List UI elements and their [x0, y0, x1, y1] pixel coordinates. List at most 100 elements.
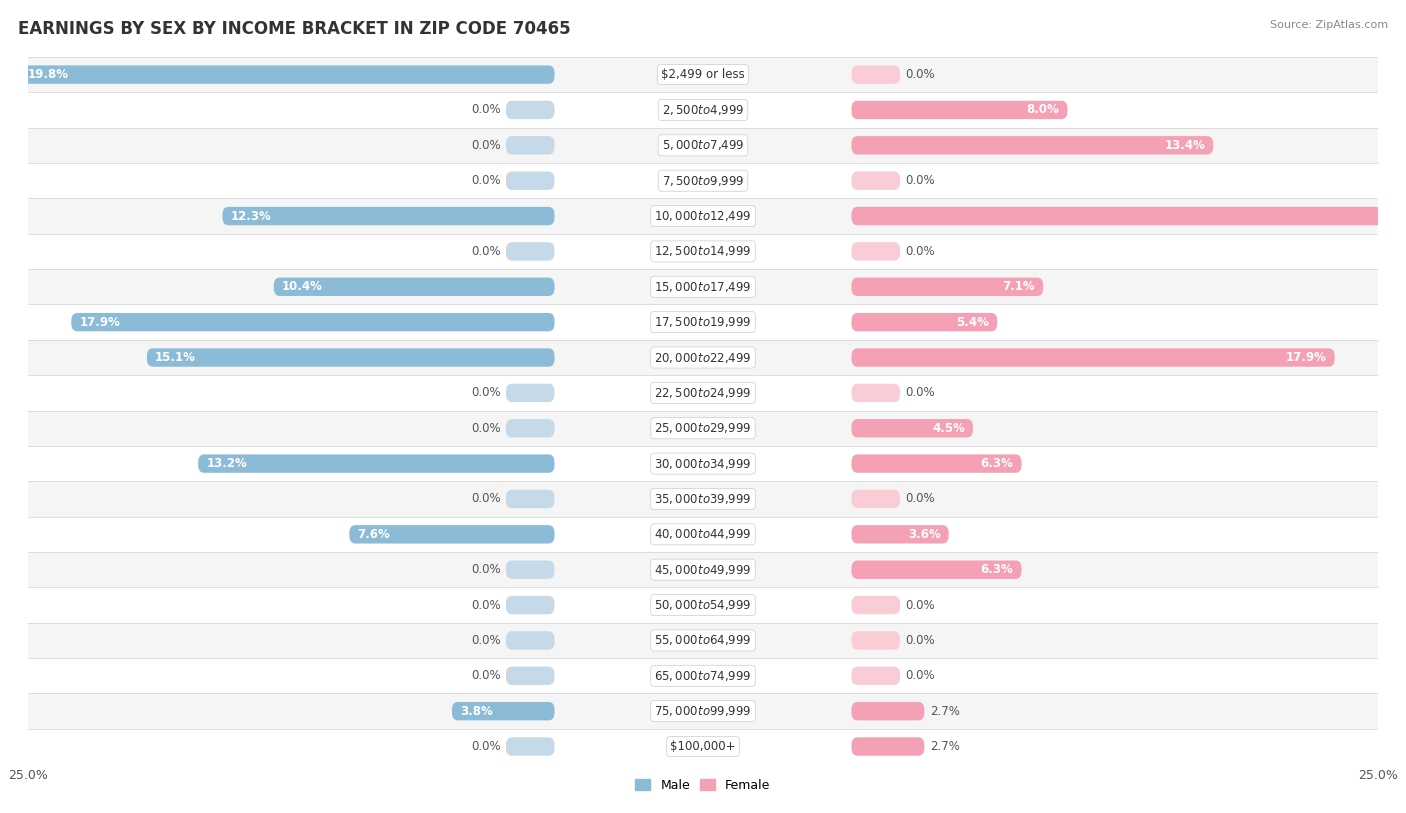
Text: 8.0%: 8.0% [1026, 103, 1059, 116]
Text: $25,000 to $29,999: $25,000 to $29,999 [654, 421, 752, 435]
Bar [28, 587, 1378, 623]
Text: $5,000 to $7,499: $5,000 to $7,499 [662, 138, 744, 152]
FancyBboxPatch shape [20, 65, 554, 84]
FancyBboxPatch shape [852, 454, 1022, 473]
FancyBboxPatch shape [852, 560, 1022, 579]
Text: EARNINGS BY SEX BY INCOME BRACKET IN ZIP CODE 70465: EARNINGS BY SEX BY INCOME BRACKET IN ZIP… [18, 20, 571, 38]
Bar [28, 198, 1378, 234]
Bar [28, 623, 1378, 659]
Bar [28, 92, 1378, 128]
Text: 7.6%: 7.6% [357, 528, 391, 541]
Text: $22,500 to $24,999: $22,500 to $24,999 [654, 386, 752, 400]
Bar [28, 233, 1378, 269]
Text: Source: ZipAtlas.com: Source: ZipAtlas.com [1270, 20, 1388, 30]
Bar [28, 340, 1378, 375]
FancyBboxPatch shape [852, 207, 1406, 225]
Bar [28, 163, 1378, 198]
FancyBboxPatch shape [852, 101, 1067, 120]
Legend: Male, Female: Male, Female [630, 774, 776, 797]
FancyBboxPatch shape [506, 596, 554, 615]
FancyBboxPatch shape [506, 419, 554, 437]
FancyBboxPatch shape [852, 313, 997, 332]
FancyBboxPatch shape [349, 525, 554, 544]
Text: $7,500 to $9,999: $7,500 to $9,999 [662, 174, 744, 188]
FancyBboxPatch shape [451, 702, 554, 720]
Bar [28, 57, 1378, 92]
Text: 0.0%: 0.0% [905, 598, 935, 611]
Text: 0.0%: 0.0% [905, 669, 935, 682]
FancyBboxPatch shape [852, 348, 1334, 367]
Bar [28, 659, 1378, 693]
FancyBboxPatch shape [506, 667, 554, 685]
FancyBboxPatch shape [852, 525, 949, 544]
FancyBboxPatch shape [198, 454, 554, 473]
FancyBboxPatch shape [72, 313, 554, 332]
Text: 7.1%: 7.1% [1002, 280, 1035, 293]
FancyBboxPatch shape [852, 277, 1043, 296]
Text: $15,000 to $17,499: $15,000 to $17,499 [654, 280, 752, 293]
Text: 2.7%: 2.7% [929, 740, 960, 753]
Text: $75,000 to $99,999: $75,000 to $99,999 [654, 704, 752, 718]
Text: 4.5%: 4.5% [932, 422, 965, 435]
Text: 0.0%: 0.0% [471, 634, 501, 647]
FancyBboxPatch shape [506, 631, 554, 650]
Text: $2,500 to $4,999: $2,500 to $4,999 [662, 103, 744, 117]
Text: 0.0%: 0.0% [471, 174, 501, 187]
Bar [28, 729, 1378, 764]
FancyBboxPatch shape [852, 172, 900, 190]
Text: 19.8%: 19.8% [28, 68, 69, 81]
Text: 12.3%: 12.3% [231, 210, 271, 223]
FancyBboxPatch shape [506, 489, 554, 508]
FancyBboxPatch shape [222, 207, 554, 225]
FancyBboxPatch shape [852, 737, 924, 756]
Text: 0.0%: 0.0% [471, 563, 501, 576]
Text: 0.0%: 0.0% [471, 598, 501, 611]
Text: $65,000 to $74,999: $65,000 to $74,999 [654, 669, 752, 683]
FancyBboxPatch shape [852, 667, 900, 685]
FancyBboxPatch shape [506, 242, 554, 261]
Text: $35,000 to $39,999: $35,000 to $39,999 [654, 492, 752, 506]
Text: 10.4%: 10.4% [281, 280, 323, 293]
FancyBboxPatch shape [852, 631, 900, 650]
FancyBboxPatch shape [506, 737, 554, 756]
Text: 0.0%: 0.0% [471, 669, 501, 682]
Text: 17.9%: 17.9% [1285, 351, 1327, 364]
Text: 15.1%: 15.1% [155, 351, 195, 364]
Bar [28, 411, 1378, 446]
Bar [28, 446, 1378, 481]
Text: 0.0%: 0.0% [905, 245, 935, 258]
Text: $30,000 to $34,999: $30,000 to $34,999 [654, 457, 752, 471]
Text: 5.4%: 5.4% [956, 315, 990, 328]
Text: 0.0%: 0.0% [471, 103, 501, 116]
Text: 0.0%: 0.0% [471, 422, 501, 435]
Text: 0.0%: 0.0% [905, 634, 935, 647]
Text: 3.6%: 3.6% [908, 528, 941, 541]
Text: 0.0%: 0.0% [905, 493, 935, 506]
Text: 0.0%: 0.0% [905, 68, 935, 81]
Bar [28, 481, 1378, 517]
Bar [28, 269, 1378, 304]
Text: $17,500 to $19,999: $17,500 to $19,999 [654, 315, 752, 329]
Text: 2.7%: 2.7% [929, 705, 960, 718]
Text: 6.3%: 6.3% [981, 563, 1014, 576]
Text: $10,000 to $12,499: $10,000 to $12,499 [654, 209, 752, 223]
FancyBboxPatch shape [852, 242, 900, 261]
Bar [28, 304, 1378, 340]
Text: $20,000 to $22,499: $20,000 to $22,499 [654, 350, 752, 364]
FancyBboxPatch shape [852, 384, 900, 402]
FancyBboxPatch shape [506, 560, 554, 579]
Bar [28, 517, 1378, 552]
Text: $12,500 to $14,999: $12,500 to $14,999 [654, 245, 752, 259]
FancyBboxPatch shape [852, 702, 924, 720]
Text: 0.0%: 0.0% [471, 139, 501, 152]
Text: 3.8%: 3.8% [460, 705, 492, 718]
FancyBboxPatch shape [852, 419, 973, 437]
Text: 13.4%: 13.4% [1164, 139, 1205, 152]
FancyBboxPatch shape [852, 65, 900, 84]
Bar [28, 128, 1378, 163]
Text: 0.0%: 0.0% [905, 174, 935, 187]
FancyBboxPatch shape [852, 596, 900, 615]
FancyBboxPatch shape [506, 136, 554, 154]
Text: $55,000 to $64,999: $55,000 to $64,999 [654, 633, 752, 647]
FancyBboxPatch shape [506, 384, 554, 402]
